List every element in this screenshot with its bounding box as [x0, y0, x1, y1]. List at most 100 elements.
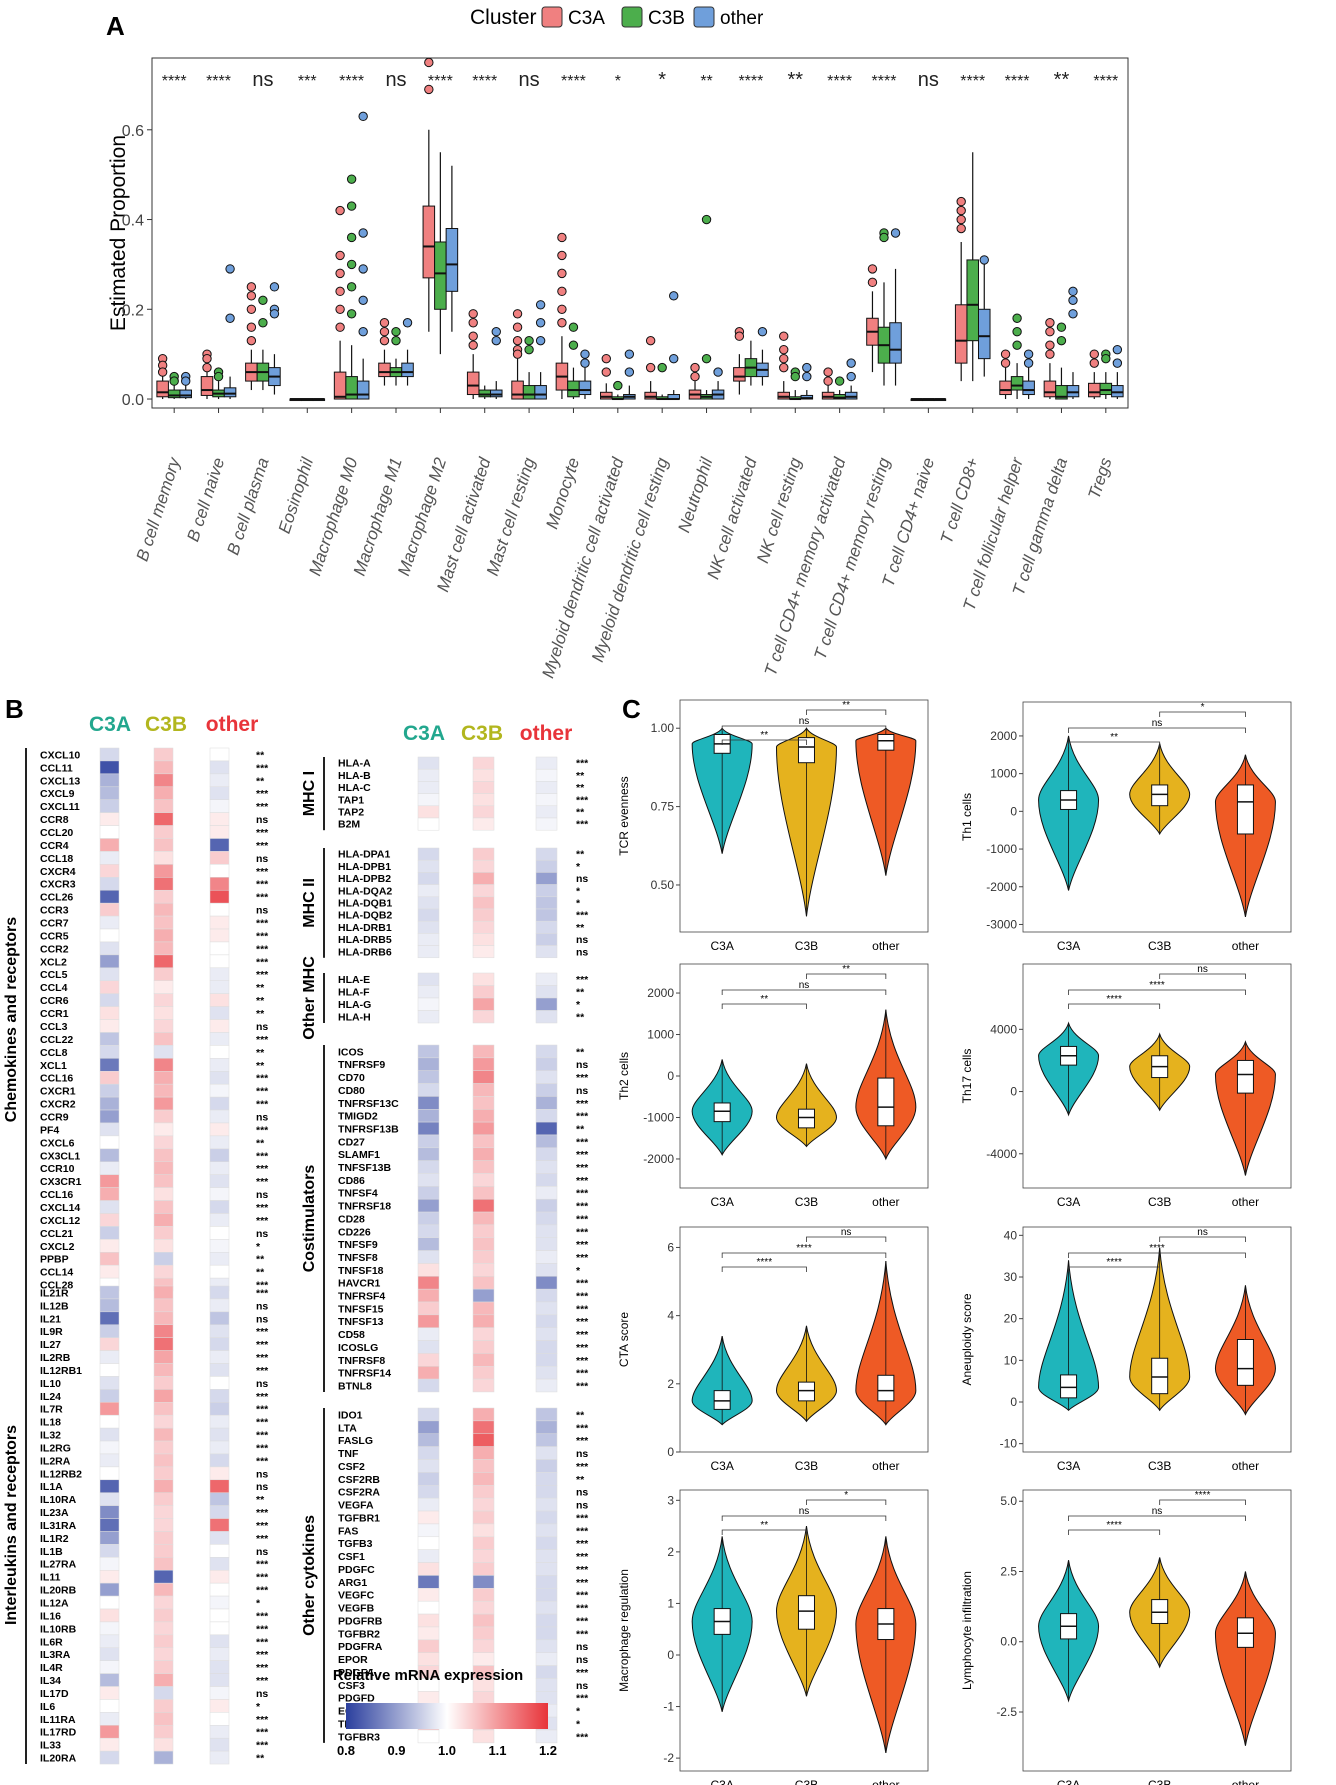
heatmap-cell — [472, 1600, 495, 1615]
outlier-point — [1068, 309, 1078, 319]
significance-label: **** — [428, 73, 453, 90]
comparison-bracket — [806, 709, 887, 715]
heatmap-cell — [99, 1518, 120, 1532]
significance-label: **** — [827, 73, 852, 90]
y-tick-label: 0 — [1010, 1395, 1017, 1409]
gene-significance: *** — [256, 1610, 269, 1622]
violin-box — [713, 1102, 731, 1123]
gene-significance: *** — [256, 879, 269, 891]
gene-significance: ns — [576, 934, 588, 946]
heatmap-cell — [99, 1200, 120, 1214]
gene-label: HLA-H — [338, 1012, 371, 1024]
outlier-point — [358, 111, 368, 122]
outlier-point — [645, 335, 656, 346]
heatmap-cell — [472, 1626, 495, 1641]
gene-significance: *** — [256, 1714, 269, 1726]
heatmap-cell — [99, 1557, 120, 1571]
comparison-bracket — [721, 989, 887, 995]
outlier-point — [1045, 349, 1055, 359]
heatmap-cell — [417, 1652, 440, 1666]
box-c3b — [1099, 382, 1113, 396]
violin-panel-macrophage-regulation: Macrophage regulation -2 -1 0 1 2 3 C3A C3B other… — [617, 1489, 929, 1785]
heatmap-cell — [209, 1019, 230, 1033]
outlier-point — [524, 335, 534, 346]
heatmap-cell — [417, 793, 440, 807]
box-c3a — [378, 362, 391, 378]
group-label-chemokines-and-receptors: Chemokines and receptors — [3, 917, 20, 1123]
heatmap-cell — [153, 1122, 174, 1137]
heatmap-cell — [99, 1226, 120, 1240]
gene-significance: *** — [256, 1202, 269, 1214]
gene-label: HLA-DPB2 — [338, 873, 391, 885]
gene-label: IL17RD — [40, 1727, 77, 1739]
outlier-point — [1089, 349, 1099, 359]
y-tick-label: 4 — [667, 1309, 674, 1323]
heatmap-cell — [209, 1634, 230, 1649]
gene-label: FAS — [338, 1525, 358, 1537]
colorbar-tick-label: 0.8 — [337, 1743, 355, 1758]
outlier-point — [779, 344, 789, 355]
heatmap-cell — [209, 1427, 230, 1442]
outlier-point — [424, 84, 434, 95]
heatmap-cell — [472, 1211, 495, 1226]
heatmap-cell — [153, 1544, 174, 1558]
gene-significance: *** — [576, 1342, 589, 1354]
y-tick-label: 2 — [667, 1377, 674, 1391]
outlier-point — [379, 318, 390, 328]
y-tick-label: -4000 — [986, 1147, 1017, 1161]
heatmap-cell — [153, 1440, 174, 1455]
outlier-point — [867, 277, 878, 288]
heatmap-cell — [209, 1239, 230, 1253]
gene-label: IL10RA — [40, 1494, 77, 1506]
significance-label: ns — [918, 69, 939, 91]
heatmap-cell — [209, 1621, 230, 1636]
comparison-bracket — [721, 739, 807, 745]
x-category-label: B cell naive — [183, 455, 228, 544]
box-c3a — [600, 391, 613, 400]
heatmap-cell — [209, 1083, 230, 1098]
heatmap-cell — [535, 1407, 558, 1422]
heatmap-cell — [417, 1626, 440, 1641]
gene-label: IL21 — [40, 1313, 61, 1325]
plot-frame — [1022, 963, 1292, 1189]
heatmap-cell — [153, 1058, 174, 1072]
heatmap-cell — [153, 825, 174, 839]
heatmap-cell — [209, 1122, 230, 1137]
heatmap-cell — [153, 1608, 174, 1623]
gene-label: HLA-B — [338, 770, 371, 782]
gene-label: CXCL13 — [40, 775, 80, 787]
x-category-label: C3B — [795, 939, 818, 953]
box-c3b — [345, 376, 358, 400]
gene-label: CCL8 — [40, 1047, 68, 1059]
heatmap-cell — [209, 1505, 230, 1519]
heatmap-cell — [472, 1010, 495, 1024]
comparison-label: **** — [1106, 1520, 1122, 1531]
heatmap-cell — [153, 915, 174, 930]
heatmap-cell — [417, 1510, 440, 1525]
heatmap-cell — [209, 1569, 230, 1584]
outlier-point — [535, 335, 546, 346]
heatmap-cell — [417, 847, 440, 861]
gene-significance: *** — [576, 1252, 589, 1264]
x-category-label: NK cell resting — [753, 455, 805, 566]
x-category-label: other — [1232, 939, 1259, 953]
gene-significance: *** — [256, 1507, 269, 1519]
significance-label: ** — [787, 69, 803, 91]
gene-significance: ns — [576, 1059, 588, 1071]
heatmap-cell — [153, 812, 174, 826]
gene-label: HLA-C — [338, 782, 371, 794]
heatmap-cell — [153, 1531, 174, 1545]
outlier-point — [979, 255, 989, 265]
gene-label: TNFSF8 — [338, 1252, 378, 1264]
heatmap-cell — [417, 933, 440, 946]
gene-significance: *** — [576, 1239, 589, 1251]
panel-label-a: A — [106, 11, 125, 41]
gene-label: CCL26 — [40, 892, 73, 904]
box-c3a — [644, 391, 657, 400]
outlier-point — [557, 250, 567, 261]
heatmap-cell — [417, 1378, 440, 1393]
y-tick-label: 0.6 — [122, 123, 144, 140]
heatmap-cell — [99, 1006, 120, 1020]
outlier-point — [1045, 327, 1055, 337]
heatmap-cell — [209, 1071, 230, 1085]
